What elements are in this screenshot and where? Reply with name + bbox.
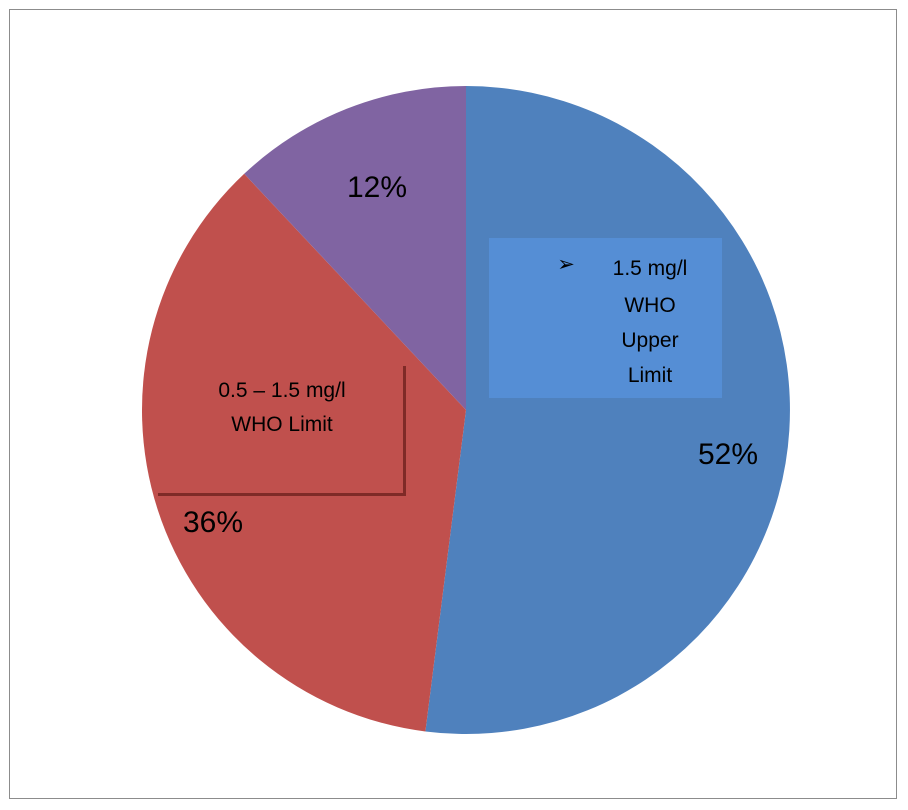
upper-limit-line-4: Limit	[628, 364, 673, 387]
range-annotation: 0.5 – 1.5 mg/l WHO Limit	[158, 366, 406, 496]
pie-slice-12	[244, 86, 466, 410]
slice-label-12: 12%	[347, 171, 407, 204]
range-line-1: 0.5 – 1.5 mg/l	[218, 379, 345, 402]
upper-limit-line-3: Upper	[621, 329, 678, 352]
slice-label-52: 52%	[698, 438, 758, 471]
bullet-arrow-icon: ➢	[557, 253, 575, 276]
upper-limit-line-1: 1.5 mg/l	[613, 257, 688, 280]
pie-slice-36	[141, 173, 466, 732]
pie-slice-52	[425, 86, 790, 734]
slice-label-36: 36%	[183, 506, 243, 539]
range-line-2: WHO Limit	[231, 413, 333, 436]
upper-limit-annotation: ➢ 1.5 mg/l WHO Upper Limit	[489, 238, 722, 398]
upper-limit-box	[489, 238, 722, 398]
pie-slices	[141, 86, 790, 734]
upper-limit-line-2: WHO	[624, 294, 675, 317]
